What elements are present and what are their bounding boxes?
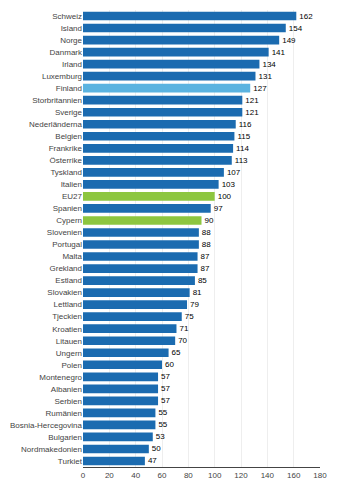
svg-text:Albanien: Albanien <box>51 385 82 394</box>
svg-text:Serbien: Serbien <box>54 397 82 406</box>
svg-text:88: 88 <box>202 228 211 237</box>
svg-text:Sverige: Sverige <box>55 108 83 117</box>
svg-text:Norge: Norge <box>60 36 82 45</box>
svg-text:Rumänien: Rumänien <box>46 409 82 418</box>
svg-text:Nordmakedonien: Nordmakedonien <box>21 445 82 454</box>
svg-text:Storbritannien: Storbritannien <box>32 96 82 105</box>
svg-text:180: 180 <box>313 471 327 480</box>
svg-text:149: 149 <box>282 36 296 45</box>
svg-text:Luxemburg: Luxemburg <box>42 72 82 81</box>
svg-text:134: 134 <box>262 60 276 69</box>
svg-text:Finland: Finland <box>56 84 82 93</box>
svg-text:121: 121 <box>245 96 259 105</box>
svg-text:162: 162 <box>299 12 313 21</box>
svg-text:Ungern: Ungern <box>56 349 82 358</box>
svg-text:97: 97 <box>214 204 223 213</box>
svg-text:71: 71 <box>179 324 188 333</box>
svg-text:Tyskland: Tyskland <box>50 168 82 177</box>
svg-text:53: 53 <box>156 432 165 441</box>
svg-text:Estland: Estland <box>55 276 82 285</box>
svg-text:Polen: Polen <box>62 361 82 370</box>
svg-text:88: 88 <box>202 240 211 249</box>
svg-text:Danmark: Danmark <box>50 48 83 57</box>
svg-text:55: 55 <box>158 420 167 429</box>
svg-text:Litauen: Litauen <box>56 337 82 346</box>
svg-text:87: 87 <box>201 264 210 273</box>
svg-text:70: 70 <box>178 336 187 345</box>
svg-text:65: 65 <box>172 348 181 357</box>
svg-text:Portugal: Portugal <box>52 240 82 249</box>
svg-text:Bosnia-Hercegovina: Bosnia-Hercegovina <box>10 421 83 430</box>
svg-text:Belgien: Belgien <box>55 132 82 141</box>
svg-text:115: 115 <box>237 132 250 141</box>
svg-text:Malta: Malta <box>62 252 82 261</box>
svg-text:90: 90 <box>205 216 214 225</box>
svg-text:60: 60 <box>165 360 174 369</box>
svg-text:EU27: EU27 <box>62 192 83 201</box>
svg-text:121: 121 <box>245 108 259 117</box>
svg-text:127: 127 <box>253 84 267 93</box>
svg-text:80: 80 <box>184 471 193 480</box>
svg-text:113: 113 <box>235 156 248 165</box>
svg-text:40: 40 <box>131 471 140 480</box>
svg-text:Island: Island <box>61 24 82 33</box>
svg-text:Österrike: Österrike <box>50 156 83 165</box>
svg-text:79: 79 <box>190 300 199 309</box>
svg-text:Slovenien: Slovenien <box>47 228 82 237</box>
svg-text:Montenegro: Montenegro <box>39 373 82 382</box>
svg-text:81: 81 <box>193 288 202 297</box>
svg-text:Frankrike: Frankrike <box>49 144 83 153</box>
svg-text:100: 100 <box>218 192 232 201</box>
svg-text:57: 57 <box>161 372 170 381</box>
svg-text:141: 141 <box>272 48 286 57</box>
svg-text:Irland: Irland <box>62 60 82 69</box>
svg-text:75: 75 <box>185 312 194 321</box>
svg-text:Tjeckien: Tjeckien <box>52 312 82 321</box>
svg-text:47: 47 <box>148 456 157 465</box>
svg-text:Cypern: Cypern <box>56 216 82 225</box>
svg-text:107: 107 <box>227 168 241 177</box>
svg-text:114: 114 <box>236 144 249 153</box>
svg-text:20: 20 <box>105 471 114 480</box>
svg-text:Spanien: Spanien <box>53 204 82 213</box>
svg-text:55: 55 <box>158 408 167 417</box>
svg-text:Lettland: Lettland <box>54 300 82 309</box>
svg-text:Nederländerna: Nederländerna <box>29 120 82 129</box>
svg-text:57: 57 <box>161 384 170 393</box>
svg-text:Slovakien: Slovakien <box>47 288 82 297</box>
svg-text:Turkiet: Turkiet <box>58 457 83 466</box>
svg-text:160: 160 <box>287 471 301 480</box>
svg-text:Grekland: Grekland <box>50 264 82 273</box>
svg-text:Kroatien: Kroatien <box>52 325 82 334</box>
svg-text:85: 85 <box>198 276 207 285</box>
svg-text:154: 154 <box>289 24 303 33</box>
svg-text:0: 0 <box>81 471 86 480</box>
svg-text:60: 60 <box>158 471 167 480</box>
svg-text:140: 140 <box>261 471 275 480</box>
svg-text:50: 50 <box>152 444 161 453</box>
svg-text:Bulgarien: Bulgarien <box>48 433 82 442</box>
svg-text:120: 120 <box>234 471 248 480</box>
svg-text:103: 103 <box>222 180 236 189</box>
svg-text:57: 57 <box>161 396 170 405</box>
svg-text:116: 116 <box>239 120 252 129</box>
svg-text:100: 100 <box>208 471 222 480</box>
svg-text:87: 87 <box>201 252 210 261</box>
svg-text:Schweiz: Schweiz <box>52 12 82 21</box>
svg-text:131: 131 <box>258 72 272 81</box>
svg-text:Italien: Italien <box>61 180 82 189</box>
